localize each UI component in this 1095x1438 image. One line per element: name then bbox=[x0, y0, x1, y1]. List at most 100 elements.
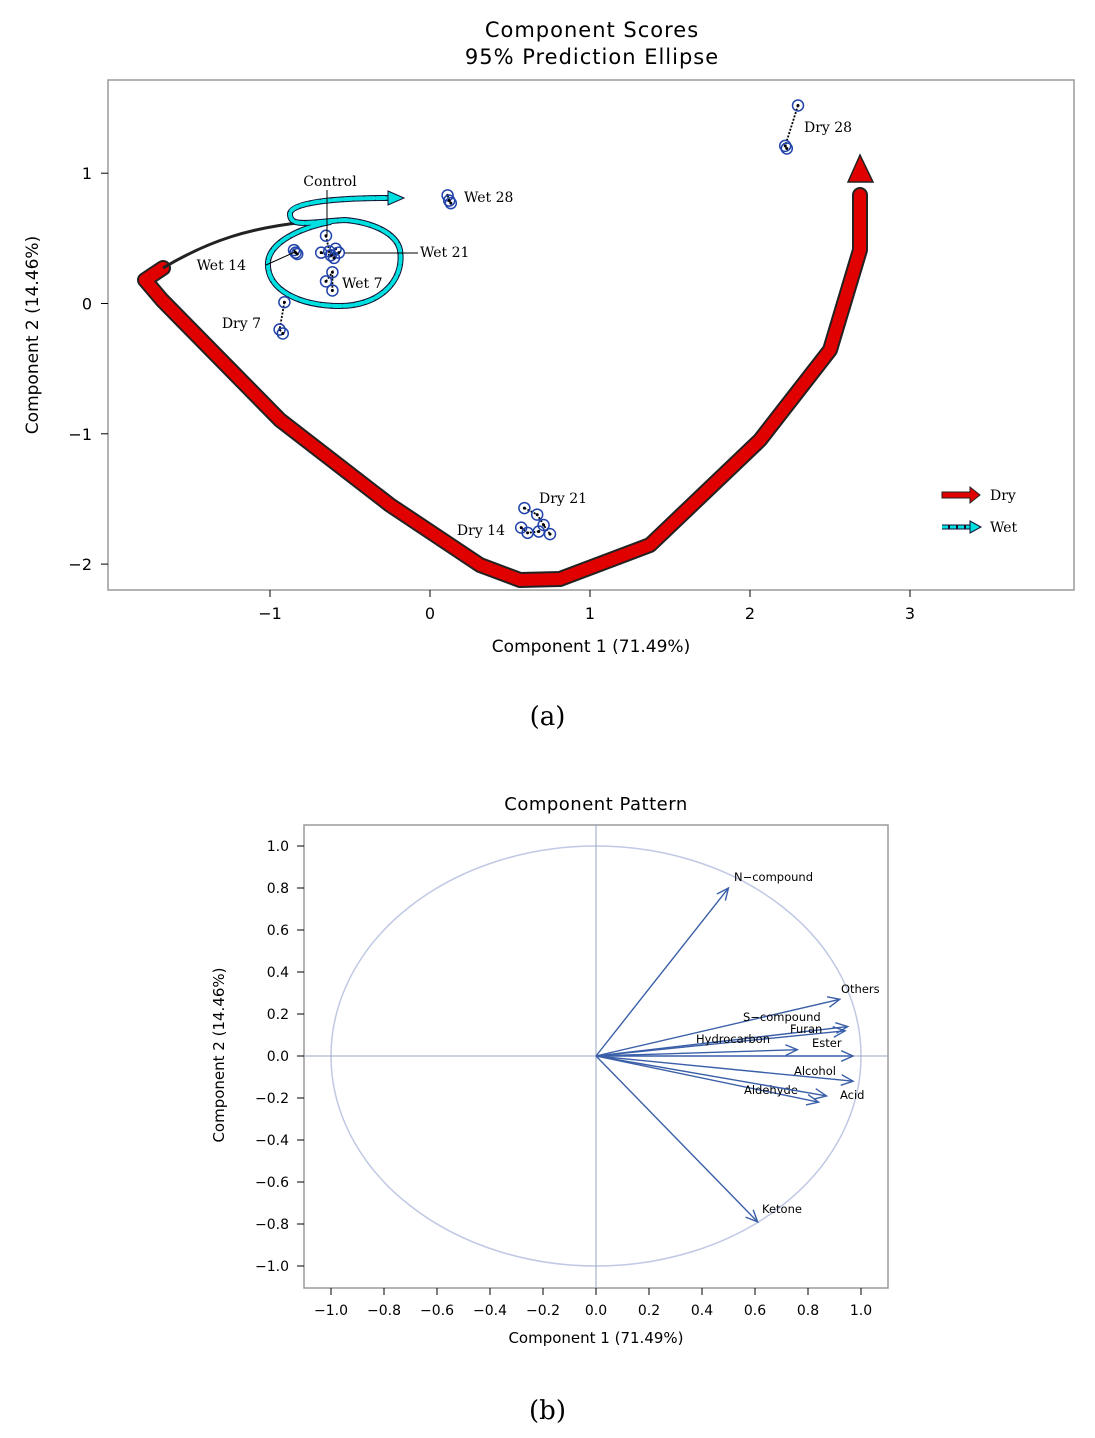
score-point-center bbox=[548, 532, 552, 536]
dry-trajectory-tail bbox=[162, 220, 306, 270]
scores-y-tick-label: 0 bbox=[82, 295, 92, 314]
loading-vector bbox=[595, 1055, 759, 1223]
score-point bbox=[518, 501, 531, 515]
score-point-center bbox=[535, 513, 539, 517]
group-label: Wet 21 bbox=[420, 245, 469, 261]
score-point-center bbox=[526, 531, 530, 535]
scores-y-tick-label: 1 bbox=[82, 164, 92, 183]
pattern-x-tick-label: −1.0 bbox=[314, 1303, 348, 1319]
component-scores-chart: Component Scores 95% Prediction Ellipse … bbox=[23, 18, 1075, 657]
score-point-center bbox=[330, 270, 334, 274]
scores-x-axis-label: Component 1 (71.49%) bbox=[492, 637, 690, 657]
loading-vector-arrowhead bbox=[813, 1088, 829, 1100]
pattern-y-tick-label: −1.0 bbox=[255, 1259, 289, 1275]
caption-a: (a) bbox=[529, 702, 566, 732]
pattern-x-tick-label: −0.4 bbox=[473, 1303, 507, 1319]
scores-plot-frame bbox=[107, 79, 1075, 591]
score-point bbox=[278, 295, 291, 309]
score-point-center bbox=[783, 144, 787, 148]
scores-x-tick-label: 3 bbox=[905, 604, 915, 623]
pattern-y-axis-label: Component 2 (14.46%) bbox=[210, 967, 228, 1142]
vector-label: Alcohol bbox=[794, 1064, 836, 1078]
scores-x-tick-label: −1 bbox=[258, 604, 282, 623]
score-point bbox=[319, 275, 333, 288]
loading-vector bbox=[595, 1049, 798, 1057]
loading-vector-arrowhead bbox=[832, 1026, 847, 1038]
pattern-y-tick-label: −0.6 bbox=[255, 1175, 289, 1191]
group-label: Dry 28 bbox=[804, 120, 852, 136]
score-point bbox=[326, 265, 339, 279]
score-point bbox=[543, 527, 557, 541]
pattern-x-tick-label: −0.8 bbox=[367, 1303, 401, 1319]
loading-vector-arrowhead bbox=[840, 1074, 855, 1086]
loading-vector-arrowhead bbox=[840, 1050, 855, 1062]
dry-trajectory bbox=[139, 189, 866, 586]
legend-dry-label: Dry bbox=[990, 488, 1016, 504]
score-point-center bbox=[542, 523, 546, 527]
vector-label: Others bbox=[841, 982, 880, 996]
score-point bbox=[441, 189, 454, 202]
score-point bbox=[444, 196, 458, 210]
loading-vector bbox=[595, 1055, 819, 1103]
score-point-center bbox=[785, 146, 789, 150]
pattern-x-tick-label: 0.6 bbox=[744, 1303, 766, 1319]
score-point-center bbox=[332, 256, 336, 260]
vector-label: N−compound bbox=[734, 870, 813, 884]
score-point-center bbox=[537, 530, 541, 534]
scores-x-tick-label: 1 bbox=[585, 604, 595, 623]
score-point bbox=[791, 99, 805, 112]
group-label: Control bbox=[303, 174, 357, 190]
score-point bbox=[327, 251, 341, 265]
score-point bbox=[778, 139, 792, 153]
pattern-x-tick-label: 0.2 bbox=[638, 1303, 660, 1319]
vector-label: Acid bbox=[840, 1088, 864, 1102]
scores-title: Component Scores bbox=[485, 18, 699, 42]
group-label-leader bbox=[265, 251, 296, 266]
score-point bbox=[289, 246, 302, 259]
vector-label: Hydrocarbon bbox=[696, 1032, 770, 1046]
score-point bbox=[287, 243, 301, 257]
pattern-y-tick-label: 0.8 bbox=[267, 881, 289, 897]
score-point-center bbox=[324, 279, 328, 283]
component-pattern-chart: Component Pattern N−compound Others S−comp… bbox=[210, 794, 889, 1347]
loading-vector bbox=[595, 998, 840, 1057]
scores-x-tick-label: 0 bbox=[425, 604, 435, 623]
group-connector bbox=[784, 105, 799, 149]
legend-wet-label: Wet bbox=[990, 520, 1018, 536]
legend-wet-arrowhead bbox=[969, 520, 983, 534]
pattern-x-tick-label: −0.6 bbox=[420, 1303, 454, 1319]
pattern-y-tick-label: 0.6 bbox=[267, 923, 289, 939]
score-point-center bbox=[447, 199, 451, 203]
score-point-center bbox=[295, 252, 299, 256]
score-point bbox=[324, 249, 338, 262]
scores-y-axis-label: Component 2 (14.46%) bbox=[23, 236, 43, 434]
score-point-center bbox=[522, 506, 526, 510]
score-point bbox=[273, 323, 286, 336]
group-label: Dry 21 bbox=[539, 491, 587, 507]
loading-vector-arrowhead bbox=[826, 996, 842, 1008]
group-label: Dry 7 bbox=[222, 316, 261, 332]
score-point-center bbox=[281, 331, 285, 335]
score-point bbox=[276, 327, 290, 340]
loading-vector-arrowhead bbox=[745, 1209, 759, 1224]
loading-vector bbox=[595, 1030, 846, 1057]
score-point-center bbox=[330, 288, 334, 292]
loading-vector-arrowhead bbox=[716, 886, 730, 901]
loading-vector bbox=[595, 1055, 854, 1082]
group-label: Wet 14 bbox=[197, 258, 247, 274]
score-point bbox=[326, 284, 339, 297]
group-label: Wet 28 bbox=[464, 190, 513, 206]
loading-vector bbox=[595, 1055, 827, 1097]
scores-y-tick-label: −1 bbox=[68, 425, 92, 444]
pattern-title: Component Pattern bbox=[504, 794, 687, 815]
pattern-y-tick-label: 0.4 bbox=[267, 965, 289, 981]
score-point-center bbox=[796, 103, 800, 107]
pattern-x-axis-label: Component 1 (71.49%) bbox=[508, 1329, 683, 1347]
pattern-y-tick-label: 1.0 bbox=[267, 839, 289, 855]
group-label: Dry 14 bbox=[457, 523, 505, 539]
pattern-y-tick-label: −0.8 bbox=[255, 1217, 289, 1233]
pattern-y-tick-label: −0.2 bbox=[255, 1091, 289, 1107]
score-point-center bbox=[319, 251, 323, 255]
score-point bbox=[537, 518, 550, 532]
pattern-x-tick-label: 0.8 bbox=[797, 1303, 819, 1319]
